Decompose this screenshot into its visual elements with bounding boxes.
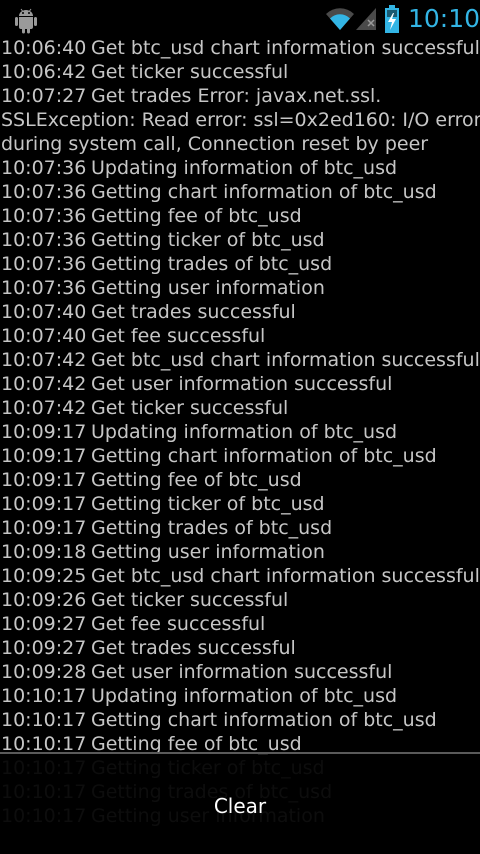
log-entry-message: Getting fee of btc_usd [91, 205, 302, 227]
log-entry: 10:07:42 Get user information successful [1, 372, 479, 396]
log-entry-time: 10:09:26 [1, 588, 91, 612]
battery-charging-icon [384, 5, 400, 33]
log-entry-message: Updating information of btc_usd [91, 157, 397, 179]
log-entry-time: 10:07:42 [1, 372, 91, 396]
log-entry-time: 10:07:36 [1, 204, 91, 228]
log-entry-message: Get user information successful [91, 661, 392, 683]
log-entry-time: 10:06:40 [1, 38, 91, 60]
log-entry: 10:07:36 Getting ticker of btc_usd [1, 228, 479, 252]
log-entry: 10:09:17 Getting chart information of btc… [1, 444, 479, 468]
log-entry: 10:09:17 Updating information of btc_usd [1, 420, 479, 444]
log-entry-message: Get trades successful [91, 301, 296, 323]
log-entry-message: Get ticker successful [91, 61, 288, 83]
log-entry-time: 10:06:42 [1, 60, 91, 84]
cell-signal-icon [354, 6, 378, 32]
log-entry: 10:09:26 Get ticker successful [1, 588, 479, 612]
status-clock: 10:10 [408, 3, 474, 35]
log-entry: 10:09:27 Get fee successful [1, 612, 479, 636]
log-entry-time: 10:07:36 [1, 156, 91, 180]
log-entry: 10:09:17 Getting fee of btc_usd [1, 468, 479, 492]
log-entry: 10:07:42 Get btc_usd chart information su… [1, 348, 479, 372]
log-entry: during system call, Connection reset by … [1, 132, 479, 156]
log-entry-time: 10:07:40 [1, 300, 91, 324]
log-entry-message: Getting user information [91, 541, 325, 563]
log-entry-time: 10:09:18 [1, 540, 91, 564]
log-entry: 10:07:40 Get fee successful [1, 324, 479, 348]
log-entry-time: 10:07:36 [1, 276, 91, 300]
log-entry: 10:07:27 Get trades Error: javax.net.ssl. [1, 84, 479, 108]
log-view[interactable]: 10:06:40 Get btc_usd chart information su… [0, 38, 480, 758]
log-entry-message: Get fee successful [91, 613, 265, 635]
log-entry: 10:07:36 Getting chart information of btc… [1, 180, 479, 204]
log-entry-message: Get btc_usd chart information successful [91, 38, 480, 59]
log-entry-message: Get trades Error: javax.net.ssl. [91, 85, 381, 107]
log-entry-message: Getting chart information of btc_usd [91, 445, 437, 467]
log-entry: 10:10:17 Updating information of btc_usd [1, 684, 479, 708]
log-entry-time: 10:09:17 [1, 468, 91, 492]
log-entry-time: 10:09:17 [1, 420, 91, 444]
log-entry-message: Getting chart information of btc_usd [91, 709, 437, 731]
divider [0, 752, 480, 754]
log-entry: 10:10:17 Getting chart information of btc… [1, 708, 479, 732]
clear-button[interactable]: Clear [180, 788, 300, 824]
log-entry-time: 10:07:42 [1, 348, 91, 372]
log-entry-time: 10:09:25 [1, 564, 91, 588]
log-entry-message: Get fee successful [91, 325, 265, 347]
log-entry-message: during system call, Connection reset by … [1, 133, 428, 155]
log-entry-time: 10:09:28 [1, 660, 91, 684]
log-entry-time: 10:07:42 [1, 396, 91, 420]
log-entry: 10:07:42 Get ticker successful [1, 396, 479, 420]
log-entry-message: Get trades successful [91, 637, 296, 659]
log-entry: 10:09:28 Get user information successful [1, 660, 479, 684]
log-entry-message: SSLException: Read error: ssl=0x2ed160: … [1, 109, 480, 131]
log-entry-time: 10:10:17 [1, 708, 91, 732]
log-entry-message: Get btc_usd chart information successful [91, 349, 480, 371]
log-entry-time: 10:07:36 [1, 252, 91, 276]
log-entry-message: Getting fee of btc_usd [91, 469, 302, 491]
log-entry-message: Getting ticker of btc_usd [91, 493, 325, 515]
wifi-icon [324, 6, 356, 32]
log-entry-message: Get ticker successful [91, 397, 288, 419]
log-entry-time: 10:09:17 [1, 516, 91, 540]
log-entry-message: Get user information successful [91, 373, 392, 395]
log-entry-message: Updating information of btc_usd [91, 421, 397, 443]
log-entry-time: 10:09:17 [1, 492, 91, 516]
log-entry-message: Getting trades of btc_usd [91, 253, 332, 275]
log-entry: 10:06:42 Get ticker successful [1, 60, 479, 84]
android-icon [12, 6, 40, 34]
log-entry: 10:07:40 Get trades successful [1, 300, 479, 324]
log-entry: 10:09:27 Get trades successful [1, 636, 479, 660]
log-entry: 10:07:36 Updating information of btc_usd [1, 156, 479, 180]
log-entry-message: Getting trades of btc_usd [91, 517, 332, 539]
log-entry-time: 10:07:40 [1, 324, 91, 348]
log-entry: 10:09:25 Get btc_usd chart information su… [1, 564, 479, 588]
log-entry-message: Get btc_usd chart information successful [91, 565, 480, 587]
log-entry: 10:09:17 Getting trades of btc_usd [1, 516, 479, 540]
log-entry-message: Getting user information [91, 277, 325, 299]
log-entry: 10:09:17 Getting ticker of btc_usd [1, 492, 479, 516]
log-entry-message: Get ticker successful [91, 589, 288, 611]
log-entry-time: 10:09:27 [1, 636, 91, 660]
log-entry-time: 10:07:27 [1, 84, 91, 108]
log-entry-time: 10:09:17 [1, 444, 91, 468]
log-entry-time: 10:07:36 [1, 228, 91, 252]
log-entry: 10:07:36 Getting user information [1, 276, 479, 300]
log-entry: 10:07:36 Getting fee of btc_usd [1, 204, 479, 228]
log-entry: SSLException: Read error: ssl=0x2ed160: … [1, 108, 479, 132]
log-entry: 10:07:36 Getting trades of btc_usd [1, 252, 479, 276]
log-entry-message: Updating information of btc_usd [91, 685, 397, 707]
status-bar: 10:10 [0, 0, 480, 38]
log-entry-time: 10:07:36 [1, 180, 91, 204]
log-entry-time: 10:09:27 [1, 612, 91, 636]
log-entry: 10:09:18 Getting user information [1, 540, 479, 564]
log-entry: 10:06:40 Get btc_usd chart information su… [1, 38, 479, 60]
log-entry-message: Getting ticker of btc_usd [91, 229, 325, 251]
log-entry-message: Getting chart information of btc_usd [91, 181, 437, 203]
log-entry-time: 10:10:17 [1, 684, 91, 708]
